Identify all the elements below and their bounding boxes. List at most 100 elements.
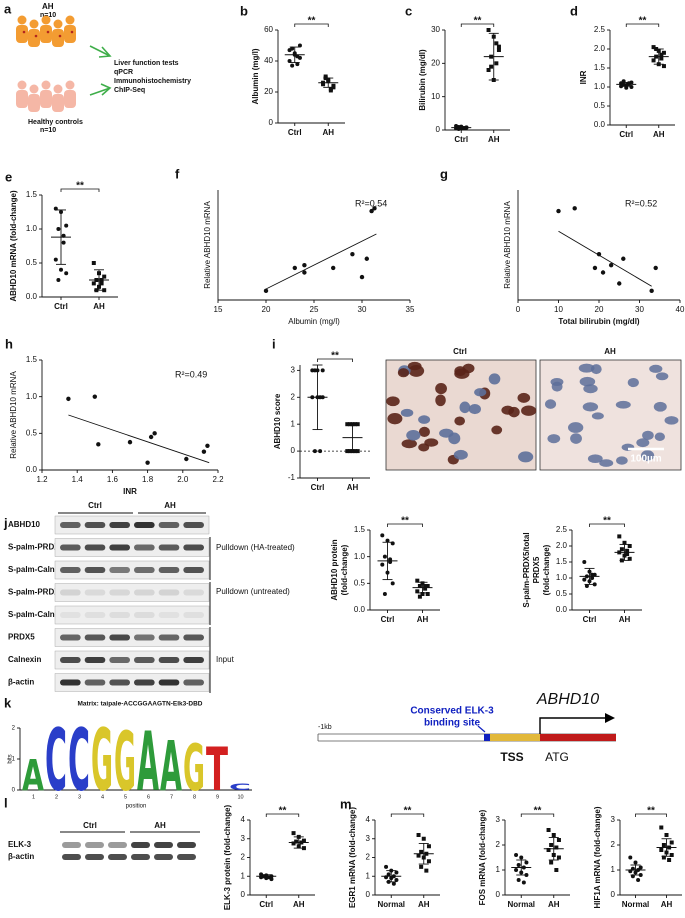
atg-label: ATG	[545, 750, 569, 764]
significance-label: **	[647, 806, 655, 817]
data-point	[661, 843, 666, 847]
nucleus	[459, 401, 471, 414]
data-point	[350, 251, 355, 257]
nucleus	[570, 433, 582, 444]
x-tick-label: Normal	[507, 900, 535, 909]
x-axis-label: Albumin (mg/l)	[288, 317, 340, 326]
nucleus	[547, 434, 561, 444]
y-axis-label: FOS mRNA (fold-change)	[478, 809, 487, 905]
test-item: ChIP-Seq	[114, 87, 145, 94]
data-point	[312, 368, 317, 373]
panel-label: c	[405, 3, 412, 18]
y-tick-label: 2	[496, 840, 501, 849]
nucleus	[386, 396, 400, 407]
panel-label: a	[4, 1, 12, 16]
significance-bracket	[589, 523, 625, 527]
axis-label: bits	[8, 754, 14, 763]
blot-band	[183, 679, 204, 686]
y-tick-label: 2	[366, 853, 371, 862]
blot-band	[62, 842, 81, 848]
significance-bracket	[317, 358, 353, 362]
position-label: 3	[78, 794, 81, 800]
data-point	[669, 853, 674, 857]
data-point	[549, 843, 554, 847]
significance-bracket	[390, 813, 425, 817]
blot-band	[109, 544, 130, 551]
y-tick-label: 0	[611, 890, 616, 899]
significance-label: **	[404, 806, 412, 817]
y-axis-label: ABHD10 protein	[330, 539, 339, 600]
blot-band	[183, 567, 204, 573]
y-tick-label: 2	[291, 392, 296, 401]
nucleus	[400, 408, 414, 417]
blot-row-label: S-palm-Calnexin	[8, 565, 71, 574]
nucleus	[655, 372, 669, 381]
y-tick-label: 40	[264, 56, 273, 65]
nucleus	[397, 368, 409, 378]
y-tick-label: 30	[431, 25, 440, 34]
panel-label: i	[272, 336, 276, 351]
x-tick-label: 40	[676, 305, 685, 314]
x-tick-label: 0	[516, 305, 521, 314]
data-point	[345, 449, 350, 454]
y-tick-label: 1	[611, 865, 616, 874]
blot-band	[84, 544, 106, 551]
data-point	[91, 281, 96, 286]
data-point	[127, 439, 133, 445]
data-point	[651, 58, 656, 63]
data-point	[152, 431, 157, 436]
y-tick-label: 0.5	[594, 101, 606, 110]
nucleus	[544, 399, 557, 409]
data-point	[633, 860, 638, 865]
group-label: Ctrl	[83, 821, 97, 830]
nucleus	[599, 459, 614, 467]
data-point	[489, 64, 494, 69]
person-icon	[29, 84, 39, 94]
person-dot	[70, 30, 74, 34]
position-label: 10	[237, 794, 243, 800]
nucleus	[454, 366, 467, 377]
person-icon	[40, 25, 52, 43]
data-point	[653, 265, 658, 271]
panel-label: j	[3, 515, 8, 530]
blot-band	[183, 657, 204, 663]
y-tick-label: 3	[291, 365, 296, 374]
data-point	[524, 860, 529, 865]
blot-band	[60, 589, 81, 596]
y-tick-label: 3	[611, 815, 616, 824]
data-point	[61, 240, 66, 245]
data-point	[380, 562, 385, 567]
group-n: n=10	[40, 127, 56, 134]
nucleus	[474, 388, 487, 397]
y-tick-label: 2.0	[556, 541, 568, 550]
group-title: Healthy controls	[28, 119, 83, 126]
data-point	[419, 864, 424, 869]
data-point	[486, 28, 491, 32]
x-tick-label: AH	[322, 128, 334, 137]
blot-band	[131, 854, 150, 860]
position-label: 6	[147, 794, 150, 800]
blot-band	[60, 612, 81, 618]
data-point	[617, 281, 622, 286]
nucleus	[582, 402, 599, 412]
blot-band	[134, 679, 155, 686]
y-tick-label: 0.5	[354, 578, 366, 587]
data-point	[415, 578, 420, 583]
blot-strip	[54, 538, 210, 557]
nucleus	[448, 432, 461, 445]
blot-band	[84, 522, 106, 528]
person-icon	[64, 25, 76, 43]
data-point	[91, 261, 96, 265]
data-point	[301, 838, 306, 843]
x-tick-label: 1.2	[36, 475, 48, 484]
blot-strip	[54, 650, 210, 670]
y-tick-label: 0.5	[26, 258, 38, 267]
significance-bracket	[60, 188, 100, 192]
person-icon	[65, 15, 75, 25]
y-tick-label: 10	[431, 92, 440, 101]
person-icon	[41, 80, 51, 90]
significance-label: **	[474, 16, 482, 27]
blot-band	[108, 842, 127, 848]
x-tick-label: Ctrl	[54, 302, 68, 311]
data-point	[359, 274, 365, 280]
